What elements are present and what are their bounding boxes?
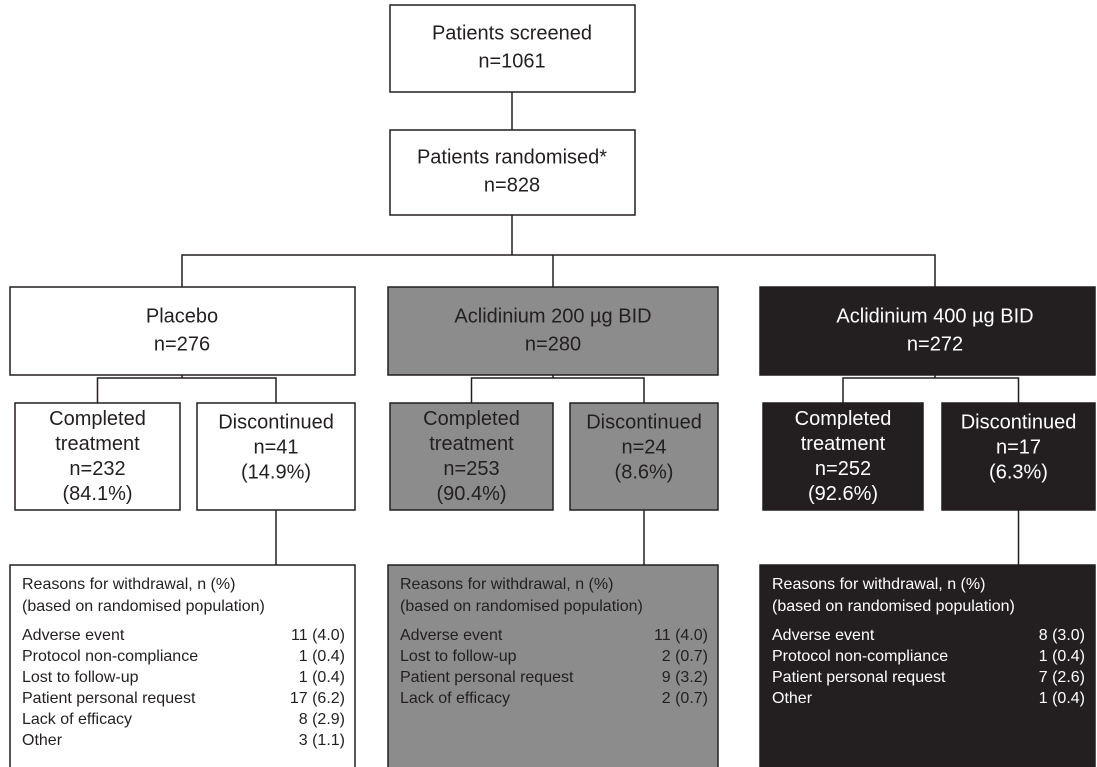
reasons-title: Reasons for withdrawal, n (%) — [400, 576, 613, 593]
box — [9, 286, 356, 376]
box — [389, 129, 636, 216]
box-text: Aclidinium 400 µg BID — [836, 305, 1033, 327]
box-text: (6.3%) — [989, 461, 1048, 483]
reason-value: 11 (4.0) — [291, 627, 345, 644]
reason-value: 1 (0.4) — [299, 669, 345, 686]
box — [387, 286, 719, 376]
connector — [842, 377, 1020, 403]
box-text: treatment — [55, 433, 140, 455]
box-text: n=41 — [253, 436, 298, 458]
box-text: n=17 — [996, 436, 1041, 458]
box-text: treatment — [429, 433, 514, 455]
reason-label: Other — [22, 732, 63, 749]
reason-label: Patient personal request — [22, 690, 196, 707]
reason-label: Lack of efficacy — [22, 711, 132, 728]
box-text: Patients screened — [432, 22, 592, 44]
box — [759, 564, 1096, 767]
reason-value: 1 (0.4) — [299, 648, 345, 665]
connector — [96, 377, 277, 403]
reason-label: Lost to follow-up — [22, 669, 139, 686]
connector — [181, 254, 936, 287]
reason-label: Patient personal request — [400, 669, 574, 686]
reason-value: 8 (2.9) — [299, 711, 345, 728]
box-text: (14.9%) — [241, 461, 311, 483]
box — [759, 286, 1096, 376]
reason-label: Lost to follow-up — [400, 648, 517, 665]
box-text: Patients randomised* — [417, 146, 607, 168]
box-text: (90.4%) — [436, 483, 506, 505]
reasons-subtitle: (based on randomised population) — [22, 598, 265, 615]
reason-value: 3 (1.1) — [299, 732, 345, 749]
box-text: n=253 — [443, 458, 499, 480]
reason-label: Protocol non-compliance — [772, 648, 948, 665]
box-text: n=1061 — [478, 50, 545, 72]
box-text: n=276 — [154, 333, 210, 355]
box — [762, 402, 924, 511]
reason-label: Other — [772, 690, 813, 707]
reason-label: Adverse event — [772, 627, 875, 644]
reason-label: Protocol non-compliance — [22, 648, 198, 665]
box-text: treatment — [801, 433, 886, 455]
reasons-subtitle: (based on randomised population) — [400, 598, 643, 615]
box-text: Discontinued — [586, 411, 702, 433]
box-text: (92.6%) — [808, 483, 878, 505]
box — [389, 402, 554, 511]
box-text: n=232 — [69, 458, 125, 480]
box-text: Placebo — [146, 305, 218, 327]
reason-label: Patient personal request — [772, 669, 946, 686]
box-text: Completed — [49, 408, 146, 430]
box-text: Completed — [423, 408, 520, 430]
box-text: n=828 — [484, 174, 540, 196]
reason-value: 17 (6.2) — [290, 690, 345, 707]
box-text: n=280 — [525, 333, 581, 355]
box — [389, 4, 636, 93]
reason-label: Adverse event — [400, 627, 503, 644]
box-text: n=272 — [907, 333, 963, 355]
box-text: Aclidinium 200 µg BID — [454, 305, 651, 327]
box-text: Discontinued — [218, 411, 334, 433]
reason-value: 1 (0.4) — [1039, 648, 1085, 665]
box-text: n=24 — [621, 436, 666, 458]
reason-value: 1 (0.4) — [1039, 690, 1085, 707]
reason-value: 2 (0.7) — [662, 648, 708, 665]
reasons-title: Reasons for withdrawal, n (%) — [772, 576, 985, 593]
reason-label: Adverse event — [22, 627, 125, 644]
reason-value: 11 (4.0) — [654, 627, 708, 644]
box-text: (84.1%) — [62, 483, 132, 505]
reason-label: Lack of efficacy — [400, 690, 510, 707]
box-text: Discontinued — [961, 411, 1077, 433]
box-text: n=252 — [815, 458, 871, 480]
box — [387, 564, 719, 767]
reason-value: 9 (3.2) — [662, 669, 708, 686]
reasons-subtitle: (based on randomised population) — [772, 598, 1015, 615]
reason-value: 2 (0.7) — [662, 690, 708, 707]
box-text: (8.6%) — [615, 461, 674, 483]
box — [14, 402, 181, 511]
box — [9, 564, 356, 767]
connector — [470, 377, 645, 403]
reasons-title: Reasons for withdrawal, n (%) — [22, 576, 235, 593]
reason-value: 7 (2.6) — [1039, 669, 1085, 686]
box-text: Completed — [795, 408, 892, 430]
box — [569, 402, 719, 511]
reason-value: 8 (3.0) — [1039, 627, 1085, 644]
